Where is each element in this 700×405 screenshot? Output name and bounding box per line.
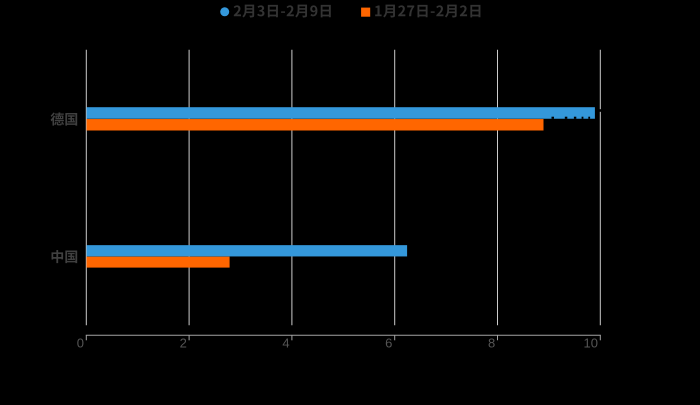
svg-text:6: 6	[385, 336, 392, 351]
svg-text:4: 4	[282, 336, 289, 351]
svg-text:2: 2	[180, 336, 187, 351]
svg-text:10: 10	[584, 336, 598, 351]
svg-text:0: 0	[77, 336, 84, 351]
svg-text:8: 8	[488, 336, 495, 351]
